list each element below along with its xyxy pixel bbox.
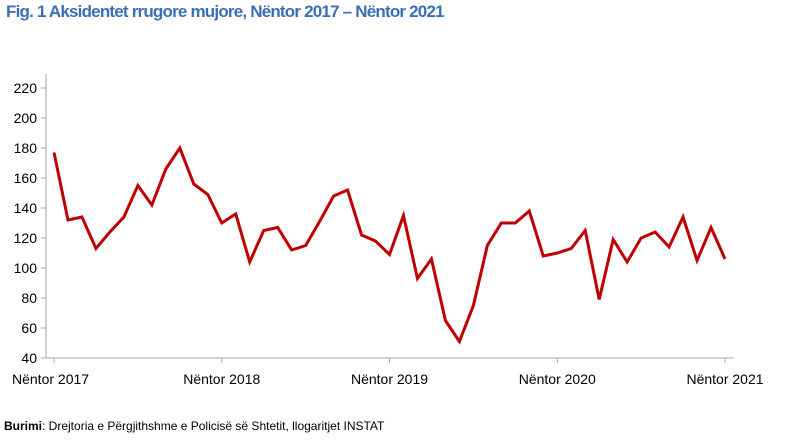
data-point [178,147,181,150]
data-point [654,231,657,234]
data-point [234,213,237,216]
data-point [584,229,587,232]
x-tick-label: Nëntor 2021 [686,371,763,387]
data-point [136,184,139,187]
data-point [430,258,433,261]
data-point [108,231,111,234]
data-point [192,183,195,186]
source-text: : Drejtoria e Përgjithshme e Policisë së… [42,419,385,433]
data-point [206,193,209,196]
data-point [528,210,531,213]
data-point [458,340,461,343]
data-point [318,220,321,223]
x-tick-label: Nëntor 2020 [519,371,596,387]
source-label: Burimi [4,419,43,433]
y-tick-label: 180 [14,140,38,156]
data-point [360,234,363,237]
data-point [696,259,699,262]
data-point [612,238,615,241]
data-point [220,222,223,225]
y-tick-label: 200 [14,110,38,126]
series-group [52,144,727,345]
data-point [276,226,279,229]
data-point [80,216,83,219]
x-tick-label: Nëntor 2019 [351,371,428,387]
data-point [668,246,671,249]
data-point [542,255,545,258]
data-point [248,261,251,264]
data-point [472,304,475,307]
data-point [598,298,601,301]
data-point [556,252,559,255]
data-point [290,249,293,252]
data-point [374,240,377,243]
data-point [486,244,489,247]
y-tick-label: 220 [14,80,38,96]
data-point [444,319,447,322]
y-axis: 40 60 80 100 120 140 160 180 200 220 [14,74,47,366]
data-point [682,216,685,219]
y-tick-label: 160 [14,170,38,186]
y-tick-label: 140 [14,200,38,216]
x-axis: Nëntor 2017 Nëntor 2018 Nëntor 2019 Nëntor … [12,357,764,387]
data-point [122,216,125,219]
series-line [52,144,727,345]
x-tick-label: Nëntor 2018 [183,371,260,387]
data-point [500,222,503,225]
data-point [164,168,167,171]
data-point [66,219,69,222]
data-point [304,244,307,247]
data-point [570,247,573,250]
y-tick-label: 80 [21,290,37,306]
y-tick-label: 120 [14,230,38,246]
data-point [262,229,265,232]
data-point [402,214,405,217]
y-tick-label: 60 [21,320,37,336]
data-point [626,261,629,264]
data-point [150,204,153,207]
data-point [94,247,97,250]
x-tick-label: Nëntor 2017 [12,371,89,387]
source-note: Burimi: Drejtoria e Përgjithshme e Polic… [4,419,384,433]
data-point [346,189,349,192]
y-tick-label: 100 [14,260,38,276]
data-point [710,226,713,229]
data-point [724,258,727,261]
data-point [640,237,643,240]
data-point [53,151,56,154]
y-tick-label: 40 [21,350,37,366]
data-point [332,195,335,198]
data-point [514,222,517,225]
data-point [416,277,419,280]
figure-title: Fig. 1 Aksidentet rrugore mujore, Nëntor… [6,2,445,21]
data-point [388,253,391,256]
